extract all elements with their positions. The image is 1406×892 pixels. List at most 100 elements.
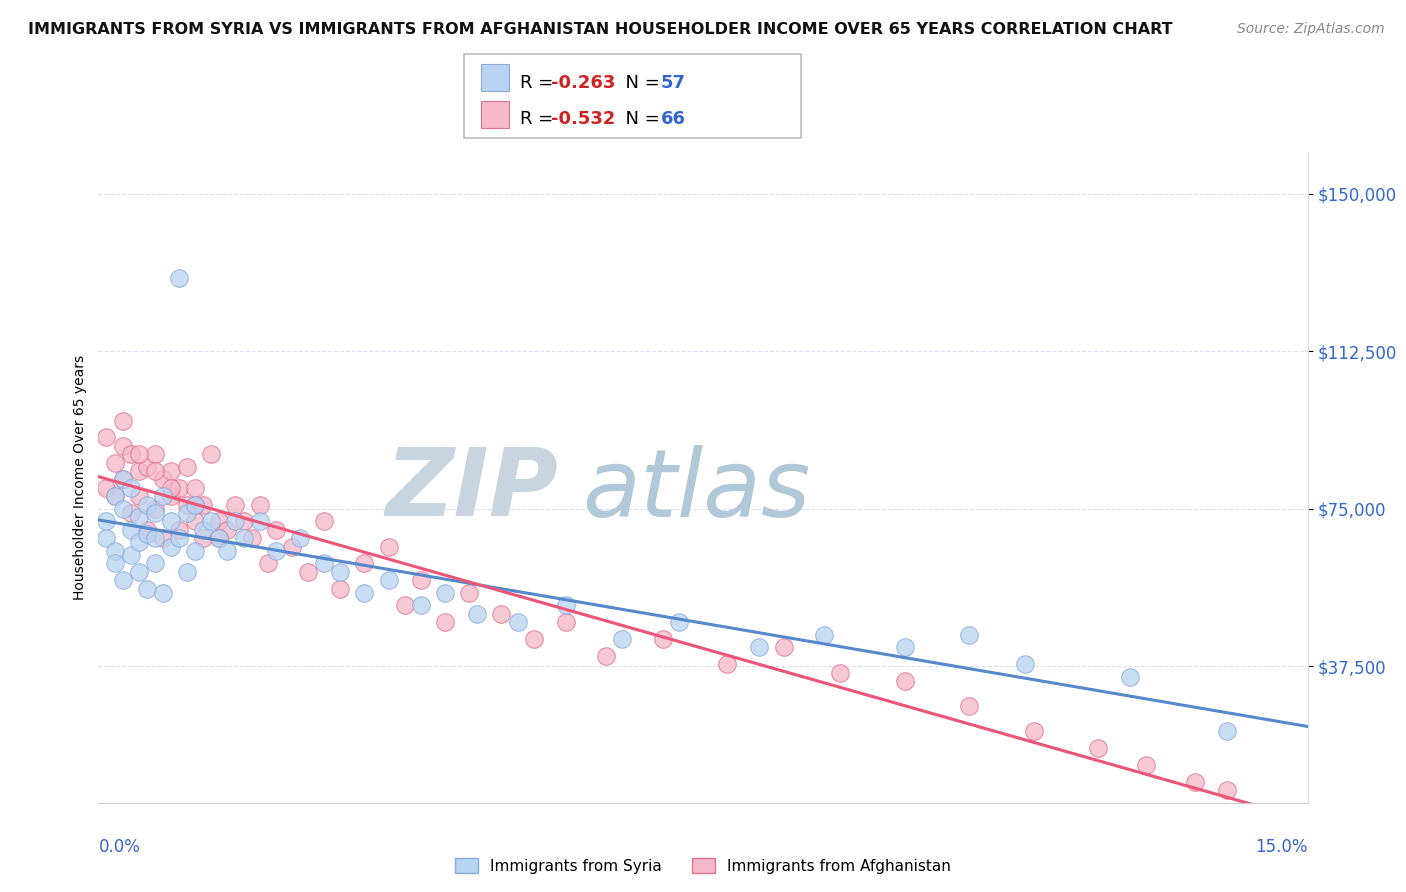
Point	[208, 531, 231, 545]
Point	[957, 699, 980, 714]
Point	[595, 648, 617, 663]
Point	[523, 632, 546, 646]
Point	[329, 565, 352, 579]
Point	[120, 481, 142, 495]
Text: IMMIGRANTS FROM SYRIA VS IMMIGRANTS FROM AFGHANISTAN HOUSEHOLDER INCOME OVER 65 : IMMIGRANTS FROM SYRIA VS IMMIGRANTS FROM…	[28, 22, 1173, 37]
Point	[152, 472, 174, 486]
Point	[143, 557, 166, 571]
Text: 15.0%: 15.0%	[1256, 838, 1308, 856]
Point	[184, 498, 207, 512]
Text: ZIP: ZIP	[385, 444, 558, 536]
Text: -0.532: -0.532	[551, 110, 616, 128]
Point	[249, 498, 271, 512]
Point	[184, 498, 207, 512]
Point	[772, 640, 794, 655]
Point	[314, 514, 336, 528]
Point	[167, 481, 190, 495]
Point	[893, 640, 915, 655]
Point	[143, 501, 166, 516]
Point	[152, 489, 174, 503]
Point	[128, 510, 150, 524]
Point	[232, 531, 254, 545]
Text: Source: ZipAtlas.com: Source: ZipAtlas.com	[1237, 22, 1385, 37]
Point	[167, 270, 190, 285]
Point	[434, 586, 457, 600]
Point	[264, 543, 287, 558]
Point	[1216, 783, 1239, 797]
Text: R =: R =	[520, 74, 560, 92]
Point	[668, 615, 690, 629]
Point	[128, 565, 150, 579]
Point	[208, 514, 231, 528]
Point	[353, 586, 375, 600]
Text: 66: 66	[661, 110, 686, 128]
Point	[176, 498, 198, 512]
Point	[1119, 670, 1142, 684]
Point	[893, 673, 915, 688]
Point	[128, 489, 150, 503]
Y-axis label: Householder Income Over 65 years: Householder Income Over 65 years	[73, 355, 87, 599]
Point	[96, 514, 118, 528]
Point	[491, 607, 513, 621]
Point	[612, 632, 634, 646]
Text: N =: N =	[614, 110, 666, 128]
Point	[167, 531, 190, 545]
Point	[394, 599, 416, 613]
Point	[1216, 724, 1239, 739]
Point	[281, 540, 304, 554]
Point	[111, 439, 134, 453]
Point	[184, 543, 207, 558]
Point	[103, 489, 125, 503]
Point	[143, 464, 166, 478]
Point	[353, 557, 375, 571]
Point	[957, 628, 980, 642]
Point	[167, 523, 190, 537]
Point	[96, 481, 118, 495]
Point	[193, 531, 215, 545]
Point	[264, 523, 287, 537]
Point	[224, 514, 246, 528]
Point	[160, 481, 183, 495]
Point	[458, 586, 481, 600]
Point	[111, 472, 134, 486]
Point	[135, 498, 157, 512]
Text: -0.263: -0.263	[551, 74, 616, 92]
Point	[377, 573, 399, 587]
Point	[152, 586, 174, 600]
Point	[329, 582, 352, 596]
Point	[176, 565, 198, 579]
Point	[232, 514, 254, 528]
Point	[176, 506, 198, 520]
Point	[128, 535, 150, 549]
Point	[314, 557, 336, 571]
Point	[465, 607, 488, 621]
Point	[1022, 724, 1045, 739]
Point	[249, 514, 271, 528]
Point	[120, 548, 142, 562]
Point	[103, 456, 125, 470]
Point	[297, 565, 319, 579]
Point	[1087, 741, 1109, 756]
Point	[651, 632, 673, 646]
Point	[120, 506, 142, 520]
Point	[409, 573, 432, 587]
Point	[217, 543, 239, 558]
Point	[128, 464, 150, 478]
Point	[111, 501, 134, 516]
Point	[200, 514, 222, 528]
Point	[813, 628, 835, 642]
Point	[111, 413, 134, 427]
Point	[96, 430, 118, 444]
Text: N =: N =	[614, 74, 666, 92]
Point	[224, 498, 246, 512]
Text: 57: 57	[661, 74, 686, 92]
Point	[1014, 657, 1036, 672]
Point	[240, 531, 263, 545]
Point	[160, 489, 183, 503]
Point	[184, 481, 207, 495]
Point	[143, 506, 166, 520]
Point	[176, 459, 198, 474]
Point	[135, 459, 157, 474]
Point	[716, 657, 738, 672]
Point	[120, 523, 142, 537]
